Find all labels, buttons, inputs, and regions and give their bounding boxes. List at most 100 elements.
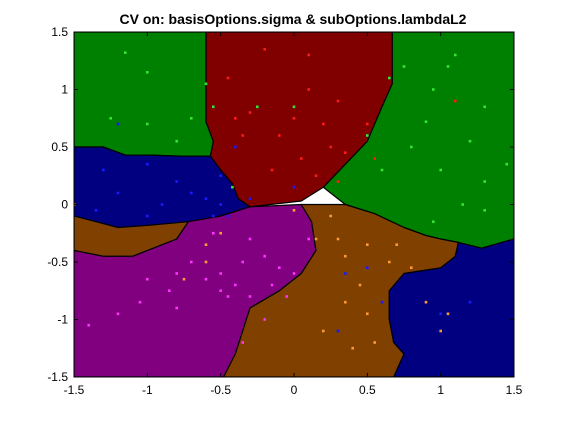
data-point bbox=[146, 71, 149, 74]
data-point bbox=[292, 117, 296, 120]
data-point bbox=[358, 283, 362, 287]
x-tick-label: 0 bbox=[291, 383, 298, 397]
x-tick-label: 1 bbox=[437, 383, 444, 397]
data-point bbox=[336, 99, 340, 103]
region-green-left bbox=[74, 32, 214, 157]
data-point bbox=[366, 134, 369, 137]
data-point bbox=[307, 237, 310, 241]
data-point bbox=[366, 266, 369, 269]
data-point bbox=[292, 185, 296, 189]
data-point bbox=[263, 254, 266, 258]
data-point bbox=[461, 203, 464, 206]
data-point bbox=[402, 65, 406, 68]
data-point bbox=[234, 145, 237, 149]
data-point bbox=[168, 289, 171, 292]
data-point bbox=[102, 168, 105, 172]
data-point bbox=[87, 323, 90, 327]
classification-regions bbox=[74, 32, 514, 377]
data-point bbox=[204, 260, 208, 264]
data-point bbox=[175, 139, 178, 143]
data-point bbox=[116, 191, 120, 195]
data-point bbox=[204, 243, 208, 246]
y-tick-label: -1 bbox=[57, 313, 68, 327]
data-point bbox=[212, 105, 215, 109]
data-point bbox=[146, 122, 149, 126]
data-point bbox=[439, 329, 442, 333]
data-point bbox=[454, 53, 457, 57]
x-tick-label: -0.5 bbox=[210, 383, 231, 397]
data-point bbox=[439, 312, 442, 316]
data-point bbox=[263, 47, 266, 51]
y-tick-label: -1.5 bbox=[47, 370, 68, 384]
data-point bbox=[219, 203, 222, 206]
data-point bbox=[146, 214, 149, 218]
data-point bbox=[380, 300, 384, 304]
data-point bbox=[138, 300, 142, 304]
data-point bbox=[190, 191, 193, 195]
data-point bbox=[388, 76, 391, 80]
data-point bbox=[248, 295, 252, 298]
data-point bbox=[329, 214, 332, 218]
data-point bbox=[212, 231, 215, 235]
data-point bbox=[190, 117, 193, 120]
data-point bbox=[231, 185, 234, 189]
data-point bbox=[248, 111, 252, 114]
data-point bbox=[344, 254, 347, 258]
data-point bbox=[300, 157, 303, 160]
data-point bbox=[175, 180, 178, 183]
data-point bbox=[234, 283, 237, 287]
y-tick-label: 0.5 bbox=[51, 140, 68, 154]
data-point bbox=[468, 139, 472, 143]
data-point bbox=[446, 312, 450, 316]
data-point bbox=[432, 88, 435, 91]
data-point bbox=[285, 295, 288, 298]
data-point bbox=[212, 214, 215, 218]
data-point bbox=[248, 197, 252, 200]
data-point bbox=[116, 312, 120, 316]
data-point bbox=[241, 134, 244, 137]
data-point bbox=[366, 243, 369, 246]
y-tick-label: 1.5 bbox=[51, 25, 68, 39]
data-point bbox=[446, 65, 450, 68]
data-point bbox=[160, 203, 164, 206]
data-point bbox=[292, 105, 296, 109]
data-point bbox=[336, 329, 340, 333]
data-point bbox=[432, 220, 435, 223]
data-point bbox=[373, 157, 376, 160]
x-tick-label: -1 bbox=[142, 383, 153, 397]
data-point bbox=[146, 277, 149, 281]
data-point bbox=[373, 341, 376, 344]
x-tick-label: 0.5 bbox=[359, 383, 376, 397]
data-point bbox=[219, 272, 222, 275]
data-point bbox=[314, 174, 318, 177]
data-point bbox=[307, 53, 310, 57]
data-point bbox=[505, 162, 508, 166]
data-point bbox=[322, 329, 325, 333]
data-point bbox=[226, 76, 230, 80]
data-point bbox=[410, 266, 413, 269]
data-point bbox=[344, 151, 347, 154]
data-point bbox=[329, 145, 332, 149]
data-point bbox=[424, 300, 428, 304]
data-point bbox=[314, 237, 318, 241]
data-point bbox=[204, 82, 208, 86]
x-tick-label: -1.5 bbox=[64, 383, 85, 397]
data-point bbox=[439, 168, 442, 172]
data-point bbox=[454, 99, 457, 103]
y-axis: -1.5 -1 -0.5 0 0.5 1 1.5 bbox=[47, 25, 514, 384]
data-point bbox=[241, 260, 244, 264]
data-point bbox=[468, 300, 472, 304]
data-point bbox=[322, 122, 325, 126]
data-point bbox=[124, 51, 127, 54]
data-point bbox=[190, 260, 193, 264]
data-point bbox=[336, 237, 340, 241]
data-point bbox=[182, 277, 186, 281]
data-point bbox=[483, 180, 486, 183]
data-point bbox=[380, 168, 384, 172]
data-point bbox=[248, 237, 252, 241]
data-point bbox=[292, 209, 296, 212]
data-point bbox=[278, 266, 281, 269]
data-point bbox=[109, 117, 112, 120]
data-point bbox=[116, 122, 120, 126]
